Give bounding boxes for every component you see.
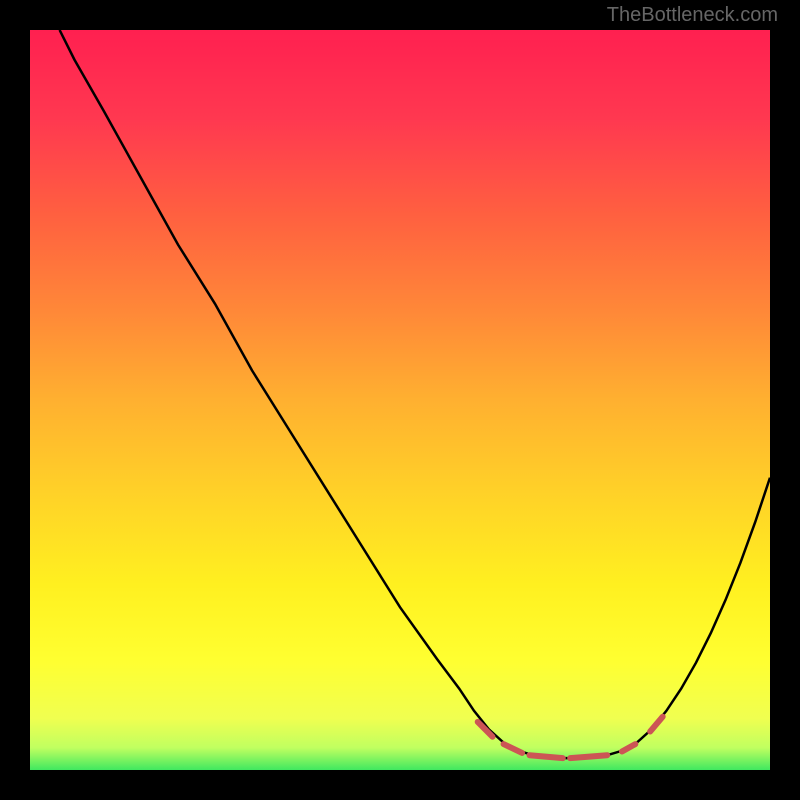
chart-svg [30, 30, 770, 770]
marker-segment [530, 755, 563, 758]
watermark-text: TheBottleneck.com [607, 4, 778, 27]
chart-area [30, 30, 770, 770]
gradient-background [30, 30, 770, 770]
marker-segment [570, 755, 607, 758]
